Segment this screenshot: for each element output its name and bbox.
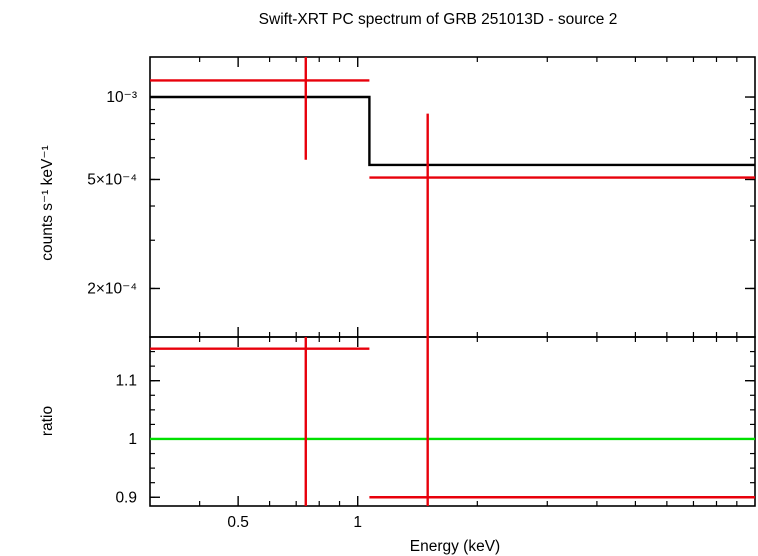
data-points xyxy=(150,57,755,506)
bottom-panel-frame xyxy=(149,336,756,507)
top-y-tick-label: 2×10⁻⁴ xyxy=(87,280,137,297)
tick-labels: 0.5 1 10⁻³ 5×10⁻⁴ 2×10⁻⁴ 0.9 1 1.1 xyxy=(87,89,362,531)
model-step-path xyxy=(150,95,755,167)
bottom-y-tick-label: 1.1 xyxy=(115,373,137,390)
model-step-line xyxy=(150,95,755,167)
top-y-axis-label: counts s⁻¹ keV⁻¹ xyxy=(39,145,56,260)
x-tick-label: 1 xyxy=(353,514,362,531)
bottom-y-tick-label: 0.9 xyxy=(115,489,137,506)
bottom-y-tick-label: 1 xyxy=(128,431,137,448)
x-tick-label: 0.5 xyxy=(227,514,249,531)
chart-title: Swift-XRT PC spectrum of GRB 251013D - s… xyxy=(259,11,618,28)
x-axis-label: Energy (keV) xyxy=(410,538,500,555)
bottom-y-axis-label: ratio xyxy=(39,406,56,436)
top-y-tick-label: 5×10⁻⁴ xyxy=(87,171,137,188)
top-panel-frame xyxy=(149,56,756,338)
top-y-tick-label: 10⁻³ xyxy=(106,89,137,106)
axis-ticks xyxy=(150,57,755,506)
